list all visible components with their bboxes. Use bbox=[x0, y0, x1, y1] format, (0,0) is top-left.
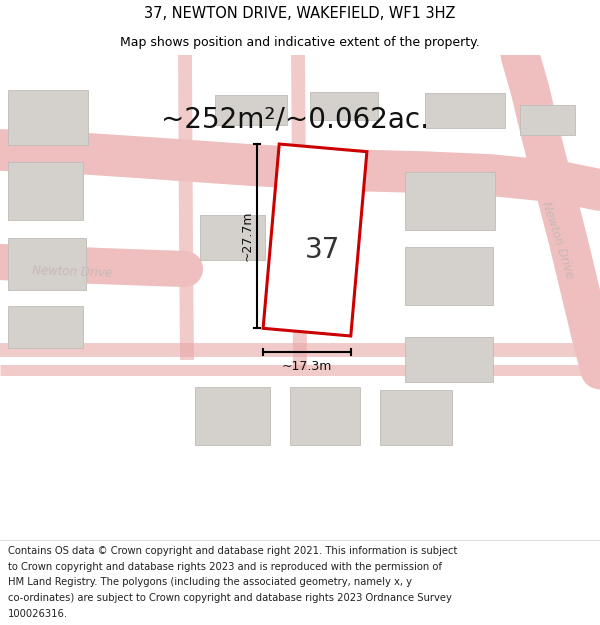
Text: ~17.3m: ~17.3m bbox=[282, 360, 332, 373]
Bar bbox=[425, 93, 505, 128]
Bar bbox=[8, 162, 83, 220]
Text: Newton Drive: Newton Drive bbox=[32, 264, 112, 280]
Bar bbox=[405, 247, 493, 305]
Bar bbox=[310, 92, 378, 120]
Text: ~27.7m: ~27.7m bbox=[241, 211, 254, 261]
Text: Newton Drive: Newton Drive bbox=[275, 152, 355, 170]
Text: 37: 37 bbox=[305, 236, 341, 264]
Text: Newton Drive: Newton Drive bbox=[539, 200, 577, 280]
Text: Map shows position and indicative extent of the property.: Map shows position and indicative extent… bbox=[120, 36, 480, 49]
Bar bbox=[405, 172, 495, 230]
Bar bbox=[405, 337, 493, 382]
Bar bbox=[380, 390, 452, 445]
Text: ~252m²/~0.062ac.: ~252m²/~0.062ac. bbox=[161, 106, 429, 134]
Bar bbox=[200, 215, 265, 260]
Bar bbox=[520, 105, 575, 135]
Bar bbox=[290, 387, 360, 445]
Bar bbox=[8, 306, 83, 348]
Text: to Crown copyright and database rights 2023 and is reproduced with the permissio: to Crown copyright and database rights 2… bbox=[8, 562, 442, 572]
Text: HM Land Registry. The polygons (including the associated geometry, namely x, y: HM Land Registry. The polygons (includin… bbox=[8, 578, 412, 587]
Text: Contains OS data © Crown copyright and database right 2021. This information is : Contains OS data © Crown copyright and d… bbox=[8, 546, 457, 556]
Bar bbox=[8, 238, 86, 290]
Text: co-ordinates) are subject to Crown copyright and database rights 2023 Ordnance S: co-ordinates) are subject to Crown copyr… bbox=[8, 593, 452, 603]
Bar bbox=[215, 95, 287, 125]
Bar bbox=[195, 387, 270, 445]
Text: 100026316.: 100026316. bbox=[8, 609, 68, 619]
Text: 37, NEWTON DRIVE, WAKEFIELD, WF1 3HZ: 37, NEWTON DRIVE, WAKEFIELD, WF1 3HZ bbox=[144, 6, 456, 21]
Polygon shape bbox=[263, 144, 367, 336]
Bar bbox=[8, 90, 88, 145]
